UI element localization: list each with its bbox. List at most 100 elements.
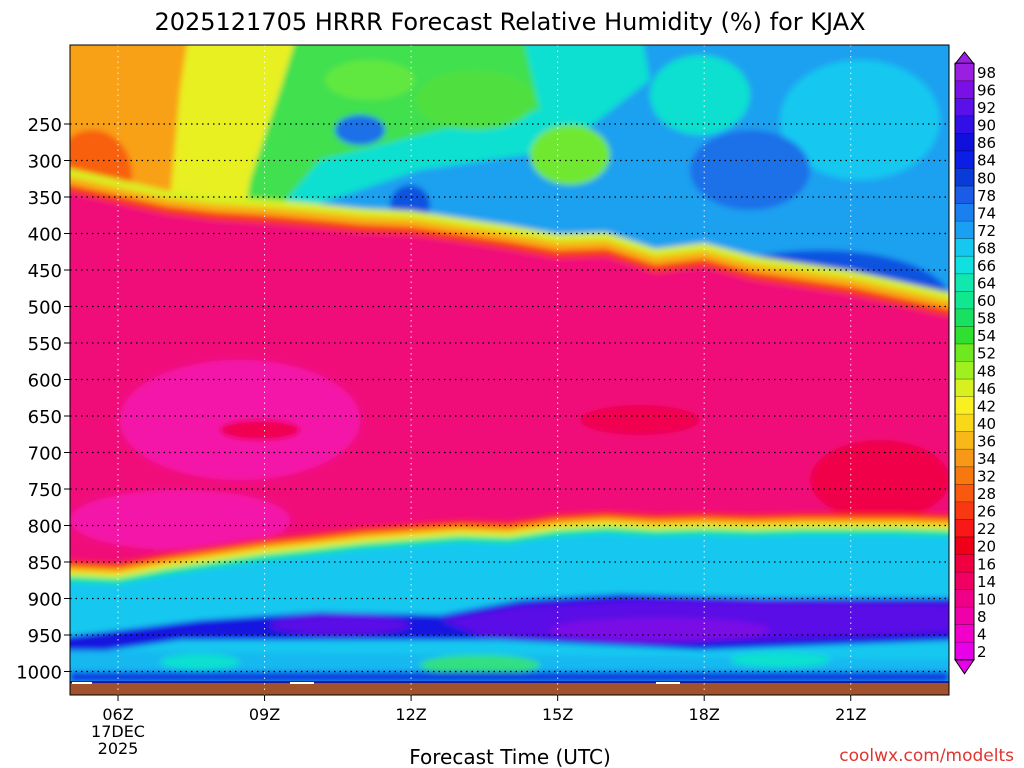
y-tick-label: 950 bbox=[28, 626, 62, 647]
colorbar-swatch bbox=[955, 186, 974, 204]
colorbar-swatch bbox=[955, 308, 974, 327]
colorbar-label: 14 bbox=[977, 573, 996, 591]
colorbar-swatch bbox=[955, 168, 974, 187]
colorbar-swatch bbox=[955, 238, 974, 257]
y-tick-label: 350 bbox=[28, 188, 62, 209]
colorbar-swatch bbox=[955, 133, 974, 152]
x-tick-label: 18Z bbox=[689, 705, 720, 724]
grid bbox=[70, 45, 949, 695]
y-tick-label: 850 bbox=[28, 553, 62, 574]
colorbar-label: 68 bbox=[977, 239, 996, 257]
colorbar-label: 66 bbox=[977, 257, 996, 275]
colorbar-swatch bbox=[955, 221, 974, 240]
x-tick-label: 21Z bbox=[835, 705, 866, 724]
colorbar-label: 74 bbox=[977, 204, 996, 222]
chart-title: 2025121705 HRRR Forecast Relative Humidi… bbox=[154, 8, 865, 36]
colorbar-label: 46 bbox=[977, 380, 996, 398]
colorbar-swatch bbox=[955, 291, 974, 310]
colorbar-swatch bbox=[955, 396, 974, 415]
colorbar-swatch bbox=[955, 554, 974, 573]
colorbar-label: 42 bbox=[977, 397, 996, 415]
colorbar-label: 36 bbox=[977, 432, 996, 450]
colorbar-label: 90 bbox=[977, 117, 996, 135]
colorbar-swatch bbox=[955, 150, 974, 169]
y-tick-label: 800 bbox=[28, 517, 62, 538]
colorbar-label: 58 bbox=[977, 310, 996, 328]
colorbar-label: 34 bbox=[977, 450, 996, 468]
y-tick-label: 300 bbox=[28, 152, 62, 173]
colorbar-label: 48 bbox=[977, 362, 996, 380]
colorbar-label: 4 bbox=[977, 625, 987, 643]
colorbar-label: 2 bbox=[977, 643, 987, 661]
colorbar-label: 98 bbox=[977, 64, 996, 82]
y-tick-label: 600 bbox=[28, 371, 62, 392]
colorbar-swatch bbox=[955, 203, 974, 222]
y-tick-label: 550 bbox=[28, 334, 62, 355]
axes: 250 300 350 400 450 500 550 600 650 700 750 800 850 9… bbox=[16, 115, 866, 758]
y-tick-label: 400 bbox=[28, 225, 62, 246]
colorbar-swatch bbox=[955, 536, 974, 555]
colorbar-label: 40 bbox=[977, 415, 996, 433]
colorbar-top-arrow bbox=[953, 51, 976, 65]
colorbar-swatch bbox=[955, 63, 974, 82]
colorbar-swatch bbox=[955, 343, 974, 362]
colorbar-label: 60 bbox=[977, 292, 996, 310]
colorbar-swatch bbox=[955, 115, 974, 134]
colorbar: 9896929086848078747268666460585452484642… bbox=[953, 51, 996, 675]
colorbar-swatch bbox=[955, 273, 974, 292]
x-tick-label: 09Z bbox=[249, 705, 280, 724]
colorbar-label: 96 bbox=[977, 82, 996, 100]
colorbar-swatch bbox=[955, 431, 974, 450]
x-axis-label: Forecast Time (UTC) bbox=[409, 745, 611, 768]
y-tick-label: 250 bbox=[28, 115, 62, 136]
colorbar-label: 20 bbox=[977, 538, 996, 556]
y-tick-label: 750 bbox=[28, 480, 62, 501]
colorbar-swatch bbox=[955, 501, 974, 520]
colorbar-swatch bbox=[955, 607, 974, 626]
colorbar-swatch bbox=[955, 414, 974, 433]
colorbar-swatch bbox=[955, 589, 974, 608]
plot-area bbox=[70, 45, 949, 695]
colorbar-label: 78 bbox=[977, 187, 996, 205]
y-tick-label: 900 bbox=[28, 590, 62, 611]
colorbar-swatch bbox=[955, 466, 974, 485]
colorbar-swatch bbox=[955, 624, 974, 643]
colorbar-label: 86 bbox=[977, 134, 996, 152]
colorbar-swatch bbox=[955, 484, 974, 503]
x-date-label: 17DEC bbox=[91, 722, 145, 741]
colorbar-label: 16 bbox=[977, 555, 996, 573]
colorbar-label: 8 bbox=[977, 608, 987, 626]
x-tick-label: 12Z bbox=[395, 705, 426, 724]
colorbar-label: 54 bbox=[977, 327, 996, 345]
colorbar-label: 72 bbox=[977, 222, 996, 240]
colorbar-label: 28 bbox=[977, 485, 996, 503]
colorbar-label: 92 bbox=[977, 99, 996, 117]
y-tick-label: 1000 bbox=[16, 663, 62, 684]
colorbar-swatch bbox=[955, 519, 974, 538]
colorbar-swatch bbox=[955, 256, 974, 275]
ground-strip bbox=[70, 682, 949, 695]
colorbar-label: 52 bbox=[977, 345, 996, 363]
colorbar-swatch bbox=[955, 572, 974, 590]
watermark-text: coolwx.com/modelts bbox=[839, 746, 1014, 766]
colorbar-label: 32 bbox=[977, 468, 996, 486]
y-tick-label: 650 bbox=[28, 407, 62, 428]
colorbar-swatch bbox=[955, 379, 974, 397]
x-tick-label: 15Z bbox=[542, 705, 573, 724]
colorbar-swatch bbox=[955, 326, 974, 345]
colorbar-label: 80 bbox=[977, 169, 996, 187]
colorbar-swatch bbox=[955, 80, 974, 99]
y-tick-label: 450 bbox=[28, 261, 62, 282]
colorbar-bottom-arrow bbox=[954, 659, 975, 675]
y-tick-label: 500 bbox=[28, 298, 62, 319]
colorbar-swatch bbox=[955, 642, 974, 661]
x-tick-label: 06Z bbox=[102, 705, 133, 724]
plot-frame bbox=[69, 44, 950, 696]
colorbar-label: 64 bbox=[977, 275, 996, 293]
colorbar-label: 84 bbox=[977, 152, 996, 170]
colorbar-swatch bbox=[955, 361, 974, 380]
colorbar-label: 10 bbox=[977, 590, 996, 608]
y-tick-label: 700 bbox=[28, 444, 62, 465]
colorbar-label: 22 bbox=[977, 520, 996, 538]
